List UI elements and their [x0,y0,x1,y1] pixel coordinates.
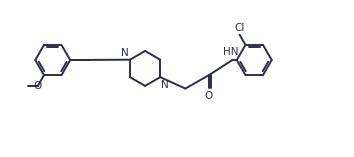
Text: O: O [34,81,42,91]
Text: Cl: Cl [234,23,245,33]
Text: O: O [205,91,213,101]
Text: HN: HN [223,47,239,57]
Text: N: N [121,48,128,58]
Text: N: N [161,80,169,90]
